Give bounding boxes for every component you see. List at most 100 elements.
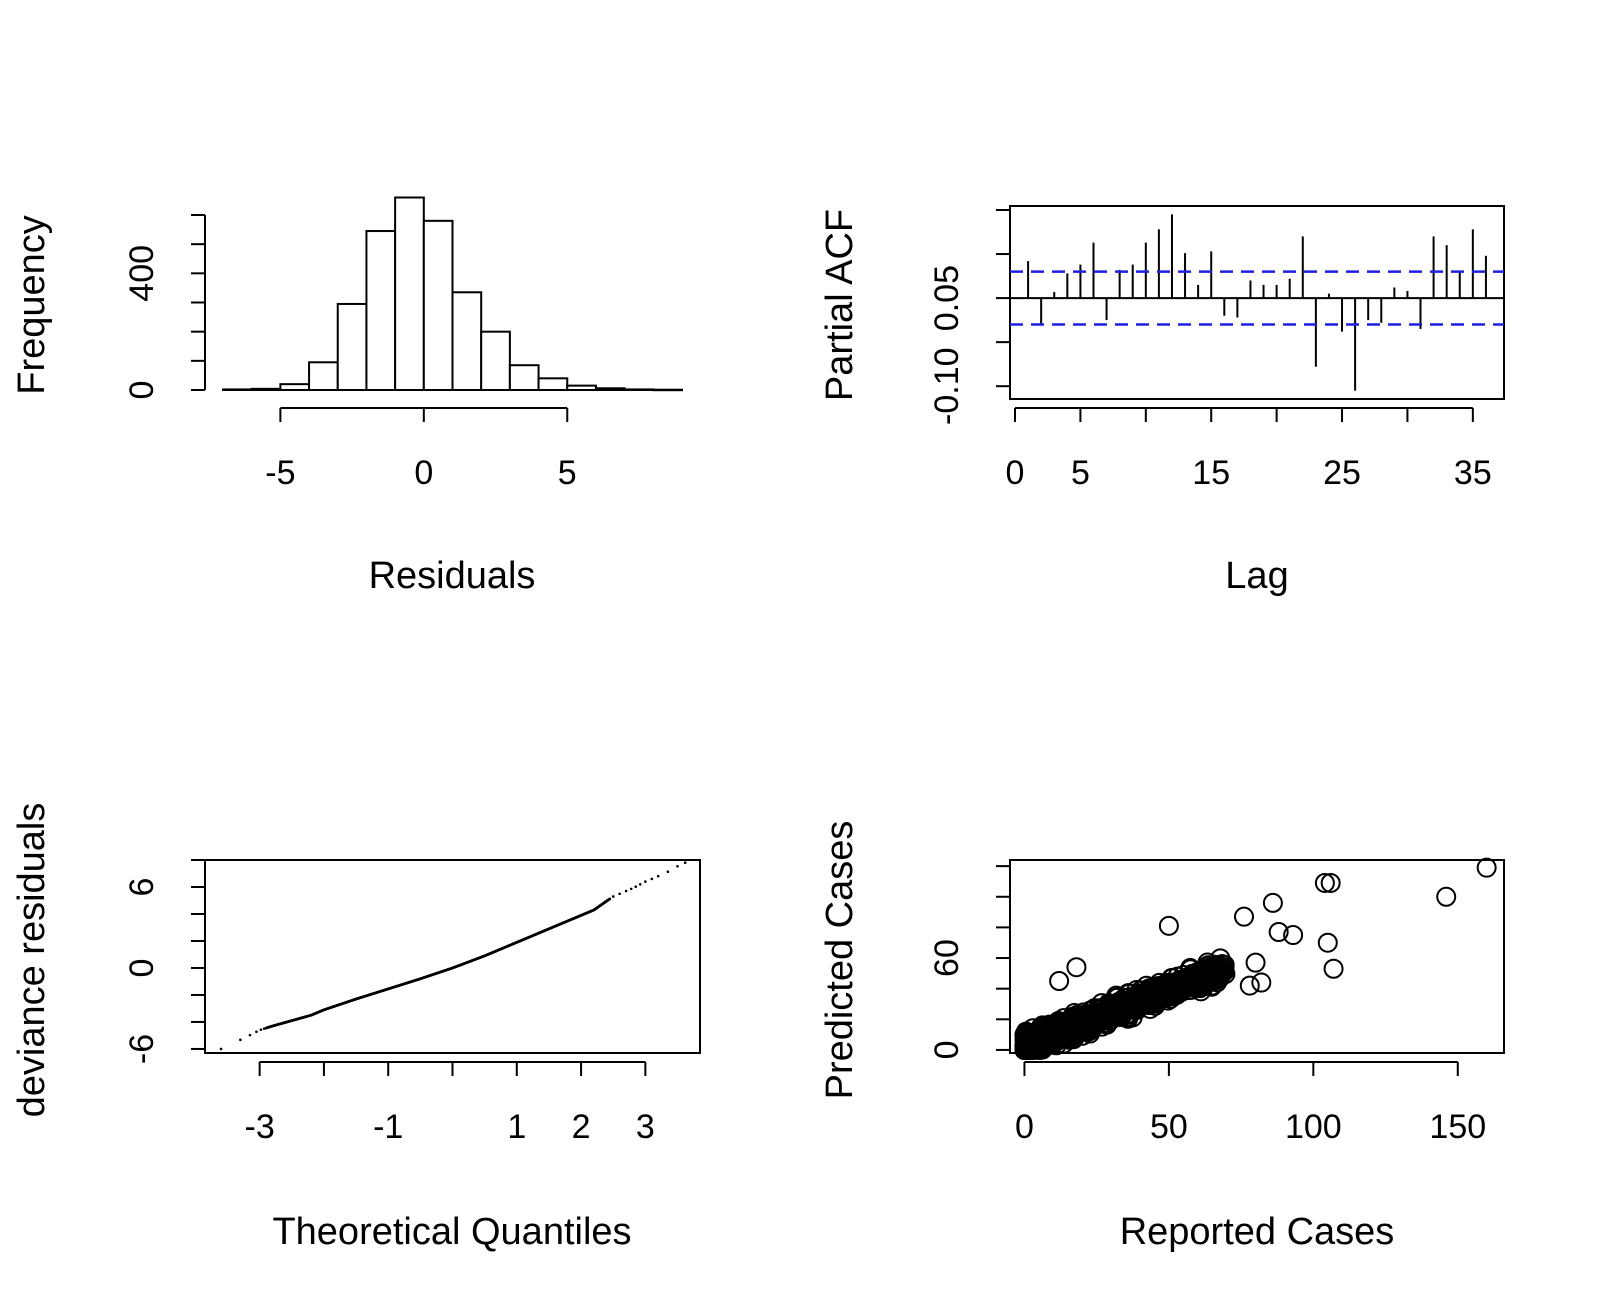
scatter-panel: 0 50 100 150 0 60 Reported Cases Predicted Ca… (819, 821, 1505, 1253)
scatter-point (1190, 974, 1211, 995)
histogram-x-axis-label: Residuals (369, 555, 536, 597)
qq-point (262, 1027, 266, 1030)
qq-point (656, 874, 660, 878)
qq-point (624, 889, 628, 893)
scatter-point (1320, 872, 1341, 893)
scatter-point (1262, 892, 1283, 913)
pacf-x-tick-label: 35 (1454, 454, 1492, 492)
qq-point (239, 1038, 242, 1042)
qq-point (666, 870, 670, 873)
pacf-x-tick-label: 15 (1192, 454, 1230, 492)
scatter-x-axis-label: Reported Cases (1120, 1211, 1395, 1253)
histogram-bar (422, 219, 454, 391)
pacf-y-axis-label: Partial ACF (819, 209, 861, 401)
scatter-point (1029, 1031, 1050, 1052)
scatter-point (1268, 921, 1289, 942)
pacf-y-tick-label: 0.05 (928, 265, 966, 331)
scatter-x-tick-label: 100 (1285, 1108, 1342, 1146)
qq-point (644, 880, 647, 883)
scatter-x-tick-label: 50 (1150, 1108, 1188, 1146)
pacf-y-tick-label: -0.10 (928, 347, 966, 425)
histogram-bar (279, 383, 311, 391)
scatter-point (1211, 959, 1232, 980)
qq-point (618, 892, 621, 896)
scatter-point (1314, 872, 1335, 893)
histogram-y-tick-label: 400 (123, 245, 161, 302)
qq-x-axis-label: Theoretical Quantiles (272, 1211, 631, 1253)
histogram-bar (566, 384, 597, 391)
qq-x-tick-label: -3 (245, 1108, 275, 1146)
pacf-x-tick-label: 25 (1323, 454, 1361, 492)
pacf-x-tick-label: 0 (1006, 454, 1025, 492)
scatter-point (1476, 857, 1497, 878)
scatter-y-axis-label: Predicted Cases (819, 821, 861, 1100)
qq-x-tick-label: -1 (373, 1108, 403, 1146)
qq-y-tick-label: 6 (123, 878, 161, 897)
histogram-bar (508, 364, 540, 392)
histogram-panel: -5 0 5 0 400 Residuals Frequency (11, 196, 683, 597)
scatter-y-tick-label: 0 (928, 1040, 966, 1059)
scatter-point (1150, 983, 1171, 1004)
scatter-point (1066, 957, 1087, 978)
histogram-bar (451, 291, 483, 391)
qq-point (259, 1028, 263, 1031)
scatter-point (1283, 925, 1304, 946)
histogram-bar (623, 388, 655, 391)
scatter-point (1070, 1019, 1091, 1040)
histogram-bar (250, 387, 282, 392)
qq-point (650, 877, 654, 881)
scatter-point (1239, 975, 1260, 996)
qq-point (629, 887, 633, 891)
scatter-point (1082, 1014, 1103, 1035)
qq-point (248, 1033, 252, 1037)
histogram-x-tick-label: -5 (265, 454, 295, 492)
scatter-point (1317, 932, 1338, 953)
qq-point (611, 895, 615, 898)
scatter-point (1053, 1033, 1074, 1054)
scatter-point (1023, 1030, 1044, 1051)
scatter-point (1202, 957, 1223, 978)
histogram-bar (336, 302, 368, 392)
scatter-point (1118, 991, 1139, 1012)
pacf-x-tick-label: 5 (1071, 454, 1090, 492)
histogram-x-tick-label: 0 (414, 454, 433, 492)
scatter-point (1018, 1028, 1039, 1049)
scatter-point (1158, 915, 1179, 936)
qq-point (634, 885, 638, 888)
scatter-y-tick-label: 60 (928, 939, 966, 977)
histogram-y-axis-label: Frequency (11, 215, 53, 395)
scatter-point (1129, 995, 1150, 1016)
histogram-x-tick-label: 5 (558, 454, 577, 492)
qq-y-axis-label: deviance residuals (11, 803, 53, 1118)
histogram-bar (652, 388, 683, 392)
qq-y-tick-label: 0 (123, 959, 161, 978)
qq-x-tick-label: 3 (636, 1108, 655, 1146)
histogram-bar (537, 377, 569, 392)
qq-y-tick-label: -6 (123, 1034, 161, 1064)
scatter-x-tick-label: 150 (1429, 1108, 1486, 1146)
histogram-bar (480, 330, 511, 391)
qq-point (683, 861, 687, 864)
qq-point (676, 864, 679, 868)
scatter-point (1103, 1003, 1124, 1024)
histogram-bar (222, 388, 253, 391)
scatter-point (1049, 971, 1070, 992)
histogram-bar (594, 387, 626, 391)
scatter-point (1075, 1019, 1096, 1040)
histogram-y-tick-label: 0 (123, 381, 161, 400)
qq-point (255, 1030, 258, 1034)
qq-point (638, 882, 642, 886)
pacf-x-axis-label: Lag (1225, 555, 1288, 597)
histogram-bar (394, 196, 425, 391)
scatter-x-tick-label: 0 (1015, 1108, 1034, 1146)
pacf-plot-box (1009, 205, 1505, 400)
qq-point (608, 897, 612, 901)
pacf-panel: 0 5 15 25 35 -0.10 0.05 Lag Partial ACF (819, 205, 1505, 597)
scatter-point (1245, 952, 1266, 973)
qq-x-tick-label: 1 (507, 1108, 526, 1146)
scatter-point (1117, 1000, 1138, 1021)
scatter-point (1436, 886, 1457, 907)
scatter-point (1323, 958, 1344, 979)
qq-point (219, 1047, 223, 1051)
